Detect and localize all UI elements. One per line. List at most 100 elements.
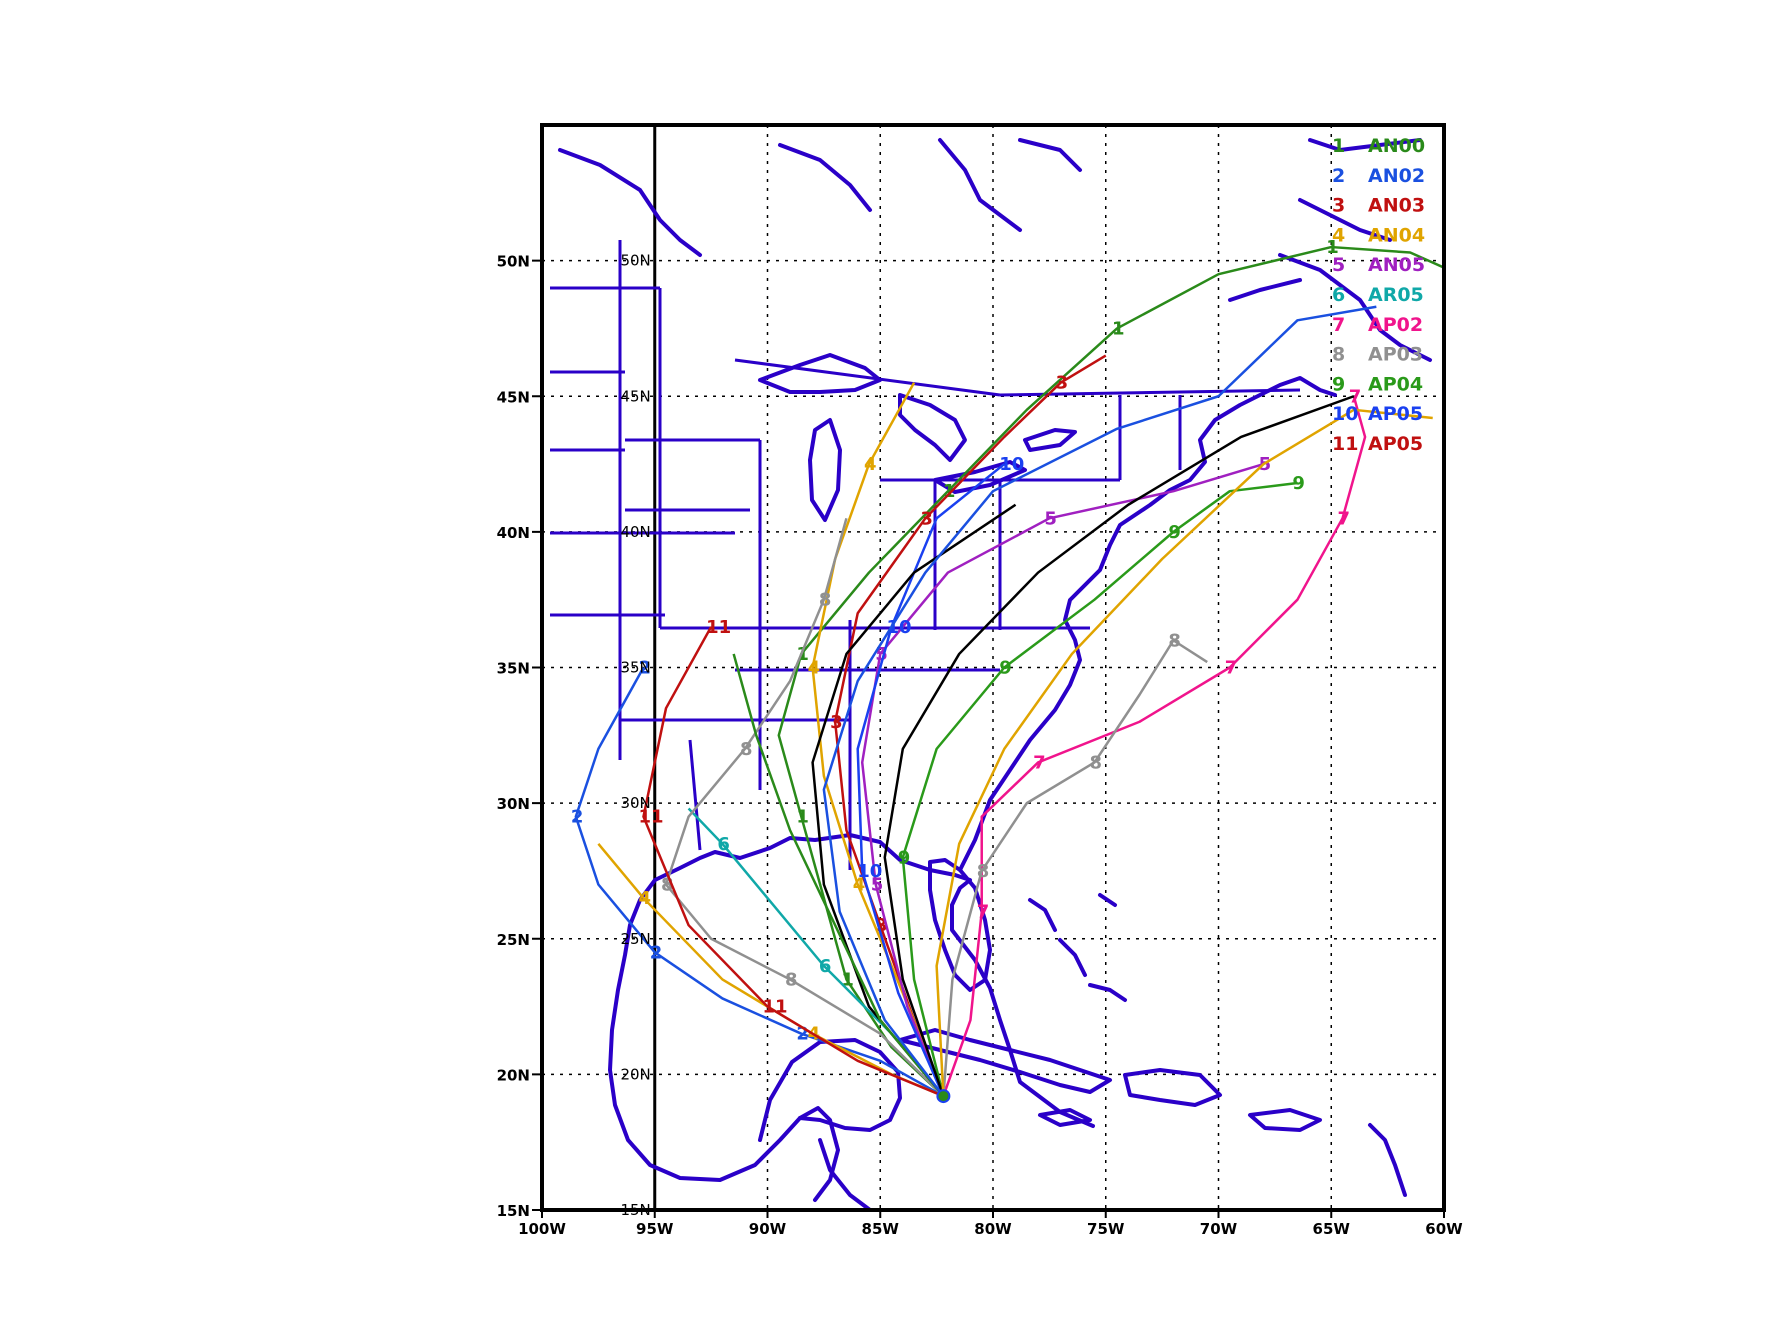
lat-tick-label: 35N [497,660,530,678]
inner-lat-label: 15N [620,1201,650,1219]
political-borders [550,240,1301,870]
lon-tick-label: 75W [1087,1220,1125,1238]
inner-lat-label: 50N [620,252,650,270]
storm-track [777,245,1444,1097]
track-marker: 8 [785,969,798,990]
track-marker: 1 [1326,237,1339,258]
track-marker: 4 [853,875,866,896]
track-marker: 9 [1292,473,1305,494]
inner-lat-label: 35N [620,659,650,677]
legend-number: 1 [1332,135,1345,157]
track-marker: 1 [796,807,809,828]
legend-label: AP05 [1368,403,1423,425]
track-marker: 9 [1168,522,1181,543]
track-marker: 7 [1338,508,1351,529]
track-marker: 3 [830,712,843,733]
legend-label: AP02 [1368,314,1423,336]
track-marker: 8 [740,739,753,760]
lat-tick-label: 45N [497,388,530,406]
storm-track [901,481,1298,1097]
track-marker: 8 [977,861,990,882]
track-marker: 10 [887,617,912,638]
inner-lat-labels: 15N 20N 25N 30N 35N 40N 45N 50N [620,252,650,1219]
legend-label: AN05 [1368,254,1425,276]
storm-track [822,305,1377,1097]
lon-axis: 100W 95W 90W 85W 80W 75W 70W 65W 60W [518,1210,1463,1238]
lon-tick-label: 90W [749,1220,787,1238]
storm-track [732,653,945,1097]
storm-track [883,395,1355,1097]
legend-label: AP04 [1368,373,1423,395]
track-marker: 5 [871,875,884,896]
storm-track [856,463,1006,1097]
lon-tick-label: 60W [1425,1220,1463,1238]
storm-tracks: 1111111222233334444455556677777888888899… [571,237,1497,1104]
inner-lat-label: 20N [620,1065,650,1083]
legend-label: AN03 [1368,195,1425,217]
storm-track [942,395,1367,1097]
inner-lat-label: 25N [620,930,650,948]
storm-track [642,626,944,1098]
legend-number: 6 [1332,284,1345,306]
track-marker: 10 [857,861,882,882]
grid-lines [542,125,1444,1210]
lat-tick-label: 25N [497,931,530,949]
track-marker: 8 [819,590,832,611]
lon-tick-label: 80W [974,1220,1012,1238]
track-marker: 8 [1168,630,1181,651]
track-marker: 6 [717,834,730,855]
track-marker: 7 [1349,386,1362,407]
genesis-point [936,1089,951,1104]
lon-tick-label: 65W [1313,1220,1351,1238]
lat-axis: 15N 20N 25N 30N 35N 40N 45N 50N [497,253,542,1220]
legend-number: 10 [1332,403,1358,425]
track-marker: 5 [1044,508,1057,529]
track-marker: 4 [808,658,821,679]
legend-label: AP05 [1368,433,1423,455]
inner-lat-label: 45N [620,387,650,405]
track-marker: 2 [571,807,584,828]
legend-number: 9 [1332,373,1345,395]
storm-track [811,503,1017,1097]
track-marker: 7 [1033,752,1046,773]
track-marker: 2 [638,658,651,679]
lat-tick-label: 30N [497,795,530,813]
track-marker: 3 [1056,373,1069,394]
storm-track [942,639,1208,1097]
legend-number: 5 [1332,254,1345,276]
legend-label: AN04 [1368,224,1425,246]
track-marker: 6 [819,956,832,977]
legend-label: AR05 [1368,284,1424,306]
legend-number: 7 [1332,314,1345,336]
track-marker: 11 [638,807,663,828]
legend-number: 4 [1332,224,1345,246]
legend-label: AN00 [1368,135,1425,157]
legend-label: AP03 [1368,344,1423,366]
lon-tick-label: 100W [518,1220,566,1238]
track-marker: 10 [999,454,1024,475]
legend-number: 8 [1332,344,1345,366]
legend-number: 11 [1332,433,1358,455]
track-marker: 7 [977,902,990,923]
track-marker: 7 [1225,658,1238,679]
lat-tick-label: 50N [497,253,530,271]
track-marker: 2 [650,942,663,963]
storm-track [860,462,1264,1097]
track-marker: 8 [1089,752,1102,773]
track-marker: 3 [920,508,933,529]
storm-track [935,408,1433,1097]
legend-number: 3 [1332,195,1345,217]
lat-tick-label: 40N [497,524,530,542]
lat-tick-label: 15N [497,1202,530,1220]
track-marker: 1 [1484,278,1497,299]
track-marker: 11 [706,617,731,638]
storm-track [574,666,944,1098]
storm-track [811,382,945,1097]
track-marker: 11 [763,997,788,1018]
legend: 1 AN00 2 AN02 3 AN03 4 AN04 5 AN05 6 AR05 7 AP02 8 AP03… [1332,135,1425,455]
track-marker: 4 [864,454,877,475]
lon-tick-label: 95W [636,1220,674,1238]
lon-tick-label: 70W [1200,1220,1238,1238]
track-marker: 9 [999,658,1012,679]
